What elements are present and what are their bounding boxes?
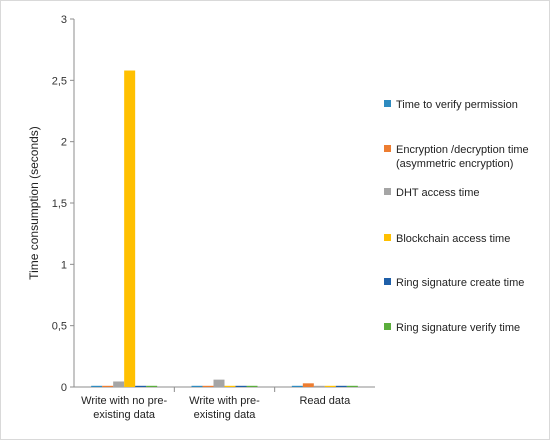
bar [291,385,303,387]
bar [224,385,236,387]
bar [146,385,158,387]
x-category-label-line: Write with no pre- [81,395,167,407]
legend-label-line: Ring signature verify time [396,322,520,334]
legend-label: Encryption /decryption time (asymmetric e… [396,144,529,170]
bar [246,385,258,387]
legend-label-line: Ring signature create time [396,277,524,289]
x-category-label: Write with no pre-existing data [81,395,167,421]
bar [335,385,347,387]
bar [302,383,314,387]
legend-swatch [384,188,391,195]
bar [191,385,203,387]
legend-label: Blockchain access time [396,233,510,245]
legend-swatch [384,278,391,285]
bar [91,385,103,387]
legend-label: Time to verify permission [396,99,518,111]
legend-label-line: Encryption /decryption time [396,144,529,156]
x-category-label-line: Write with pre- [189,395,260,407]
y-tick-label: 3 [61,14,67,26]
bar [324,385,336,387]
legend-label-line: Blockchain access time [396,233,510,245]
x-category-label-line: existing data [93,409,156,421]
bar [202,385,214,387]
x-category-label: Read data [299,395,351,407]
x-category-label: Write with pre-existing data [189,395,260,421]
bar [235,385,247,387]
legend-label-line: Time to verify permission [396,99,518,111]
bar [124,70,136,388]
bar [102,385,114,387]
y-tick-label: 0,5 [52,321,67,333]
legend-swatch [384,145,391,152]
y-axis-label: Time consumption (seconds) [27,126,41,280]
legend-label-line: DHT access time [396,187,480,199]
y-tick-label: 1,5 [52,198,67,210]
y-tick-label: 1 [61,259,67,271]
bar [346,385,358,387]
y-tick-label: 0 [61,382,67,394]
bar [135,385,147,387]
legend-swatch [384,234,391,241]
legend-swatch [384,100,391,107]
bar [213,379,225,387]
x-category-label-line: existing data [194,409,257,421]
bar [113,381,125,387]
legend-label: Ring signature create time [396,277,524,289]
legend-swatch [384,323,391,330]
bar [313,385,325,387]
y-tick-label: 2 [61,137,67,149]
x-category-label-line: Read data [299,395,351,407]
legend-label: Ring signature verify time [396,322,520,334]
legend-label-line: (asymmetric encryption) [396,158,513,170]
y-tick-label: 2,5 [52,75,67,87]
legend-label: DHT access time [396,187,480,199]
